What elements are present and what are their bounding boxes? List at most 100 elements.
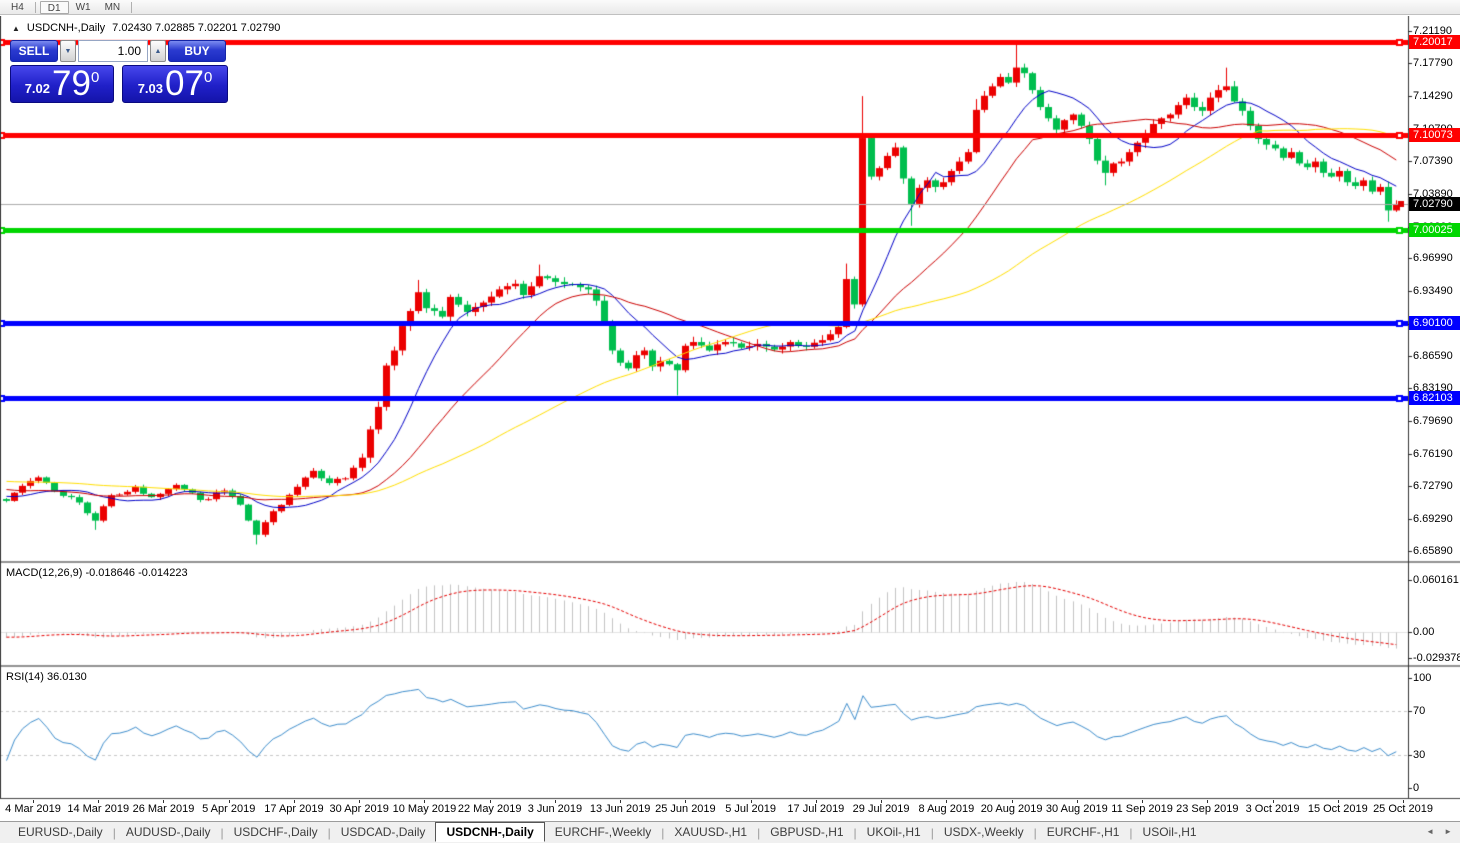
tab-gbpusd-h1[interactable]: GBPUSD-,H1 bbox=[770, 824, 844, 839]
date-tick bbox=[1142, 800, 1144, 803]
date-tick bbox=[1076, 800, 1078, 803]
date-tick-label: 22 May 2019 bbox=[457, 803, 522, 815]
tab-separator: | bbox=[220, 825, 224, 840]
tab-separator: | bbox=[1033, 825, 1037, 840]
date-tick bbox=[424, 800, 426, 803]
timeframe-button-w1[interactable]: W1 bbox=[75, 1, 91, 13]
tab-separator: | bbox=[757, 825, 761, 840]
tab-eurchf-weekly[interactable]: EURCHF-,Weekly bbox=[554, 824, 652, 839]
date-tick bbox=[293, 800, 295, 803]
macd-tick-label: -0.029378 bbox=[1413, 651, 1460, 664]
price-tick-label: 6.96990 bbox=[1413, 252, 1453, 265]
tab-eurusd-daily[interactable]: EURUSD-,Daily bbox=[18, 824, 103, 839]
date-tick bbox=[1011, 800, 1013, 803]
price-tick-label: 7.03890 bbox=[1413, 187, 1453, 200]
date-tick-label: 25 Jun 2019 bbox=[655, 803, 716, 815]
date-tick-label: 30 Aug 2019 bbox=[1045, 803, 1108, 815]
price-tick-label: 7.17790 bbox=[1413, 56, 1453, 69]
date-tick-label: 25 Oct 2019 bbox=[1373, 803, 1433, 815]
tab-ukoil-h1[interactable]: UKOil-,H1 bbox=[866, 824, 921, 839]
date-tick-label: 20 Aug 2019 bbox=[980, 803, 1043, 815]
date-tick bbox=[359, 800, 361, 803]
buy-price-pip: 0 bbox=[203, 69, 213, 86]
volume-input[interactable]: 1.00 bbox=[78, 40, 148, 62]
date-tick bbox=[750, 800, 752, 803]
tab-usdcnh-daily[interactable]: USDCNH-,Daily bbox=[435, 822, 545, 842]
date-tick-label: 26 Mar 2019 bbox=[132, 803, 195, 815]
sell-button[interactable]: SELL bbox=[10, 40, 58, 62]
rsi-tick-label: 70 bbox=[1413, 705, 1426, 717]
buy-price-small: 7.03 bbox=[137, 81, 164, 96]
hline-price-tag: 7.10073 bbox=[1409, 128, 1460, 143]
chart-symbol-label: USDCNH-,Daily bbox=[26, 22, 106, 34]
date-axis[interactable]: 4 Mar 2019 14 Mar 2019 26 Mar 2019 5 Apr 20… bbox=[0, 800, 1460, 820]
timeframe-button-mn[interactable]: MN bbox=[104, 1, 121, 13]
timeframe-button-h4[interactable]: H4 bbox=[11, 1, 24, 13]
buy-quote-box[interactable]: 7.03 07 0 bbox=[122, 65, 228, 103]
price-tick-label: 6.65890 bbox=[1413, 544, 1453, 557]
macd-tick-label: 0.060161 bbox=[1413, 573, 1459, 586]
rsi-tick-label: 0 bbox=[1413, 782, 1420, 794]
one-click-trading-panel: SELL ▼ 1.00 ▲ BUY 7.02 79 0 7.03 07 0 bbox=[10, 40, 228, 103]
date-tick bbox=[554, 800, 556, 803]
price-tick-label: 7.21190 bbox=[1413, 25, 1452, 37]
date-tick bbox=[1337, 800, 1339, 803]
tab-eurchf-h1[interactable]: EURCHF-,H1 bbox=[1046, 824, 1120, 839]
sell-quote-box[interactable]: 7.02 79 0 bbox=[10, 65, 114, 103]
sell-price-pip: 0 bbox=[90, 69, 100, 86]
date-tick-label: 13 Jun 2019 bbox=[589, 803, 651, 815]
price-tick-label: 6.93490 bbox=[1413, 285, 1453, 298]
tab-separator: | bbox=[327, 825, 331, 840]
date-tick-label: 8 Aug 2019 bbox=[918, 803, 975, 815]
chart-region: ▲ USDCNH-,Daily 7.02430 7.02885 7.02201 … bbox=[0, 16, 1460, 800]
date-tick bbox=[1207, 800, 1209, 803]
sell-price-small: 7.02 bbox=[24, 81, 51, 96]
date-tick bbox=[1272, 800, 1274, 803]
date-tick-label: 10 May 2019 bbox=[392, 803, 457, 815]
date-tick-label: 5 Apr 2019 bbox=[202, 803, 256, 815]
volume-down-icon[interactable]: ▼ bbox=[60, 40, 76, 62]
price-tick-label: 7.07390 bbox=[1413, 154, 1453, 167]
price-tick-label: 6.76190 bbox=[1413, 448, 1453, 460]
date-tick-label: 17 Apr 2019 bbox=[264, 803, 324, 815]
tab-audusd-daily[interactable]: AUDUSD-,Daily bbox=[125, 824, 211, 839]
tabs-scroll-right-icon[interactable]: ► bbox=[1444, 827, 1452, 836]
tabs-scroll-left-icon[interactable]: ◄ bbox=[1426, 827, 1435, 836]
collapse-panel-icon[interactable]: ▲ bbox=[12, 23, 20, 33]
tab-xauusd-h1[interactable]: XAUUSD-,H1 bbox=[674, 824, 748, 839]
tab-usdchf-daily[interactable]: USDCHF-,Daily bbox=[233, 824, 318, 839]
price-tick-label: 6.72790 bbox=[1413, 479, 1453, 492]
date-tick bbox=[620, 800, 622, 803]
macd-indicator-label: MACD(12,26,9) -0.018646 -0.014223 bbox=[6, 567, 188, 579]
tab-usdx-weekly[interactable]: USDX-,Weekly bbox=[943, 824, 1024, 839]
timeframe-toolbar: H4 D1 W1 MN bbox=[0, 0, 1460, 15]
date-tick-label: 14 Mar 2019 bbox=[67, 803, 130, 815]
rsi-tick-label: 30 bbox=[1413, 749, 1426, 761]
price-tick-label: 7.14290 bbox=[1413, 89, 1453, 102]
date-tick-label: 15 Oct 2019 bbox=[1307, 803, 1368, 815]
volume-up-icon[interactable]: ▲ bbox=[150, 40, 166, 62]
buy-button[interactable]: BUY bbox=[168, 40, 226, 62]
buy-price-big: 07 bbox=[165, 64, 204, 103]
price-tick-label: 6.79690 bbox=[1413, 415, 1453, 428]
hline-price-tag: 6.90100 bbox=[1409, 316, 1460, 331]
date-tick-label: 23 Sep 2019 bbox=[1176, 803, 1239, 815]
rsi-indicator-label: RSI(14) 36.0130 bbox=[6, 671, 87, 683]
date-tick bbox=[163, 800, 165, 803]
rsi-tick-label: 100 bbox=[1413, 672, 1432, 684]
date-tick bbox=[815, 800, 817, 803]
date-tick bbox=[33, 800, 34, 803]
macd-tick-label: 0.00 bbox=[1413, 626, 1435, 638]
price-tick-label: 6.83190 bbox=[1413, 382, 1453, 395]
timeframe-button-d1[interactable]: D1 bbox=[39, 0, 69, 14]
tab-usdcad-daily[interactable]: USDCAD-,Daily bbox=[340, 824, 426, 839]
date-tick-label: 29 Jul 2019 bbox=[852, 803, 910, 815]
date-tick bbox=[228, 800, 230, 803]
tab-usoil-h1[interactable]: USOil-,H1 bbox=[1142, 824, 1197, 839]
price-tick-label: 6.69290 bbox=[1413, 512, 1453, 525]
price-chart-canvas[interactable] bbox=[0, 16, 1460, 800]
toolbar-separator bbox=[34, 1, 36, 13]
date-tick-label: 3 Jun 2019 bbox=[527, 803, 583, 815]
chart-title: ▲ USDCNH-,Daily 7.02430 7.02885 7.02201 … bbox=[12, 22, 280, 34]
